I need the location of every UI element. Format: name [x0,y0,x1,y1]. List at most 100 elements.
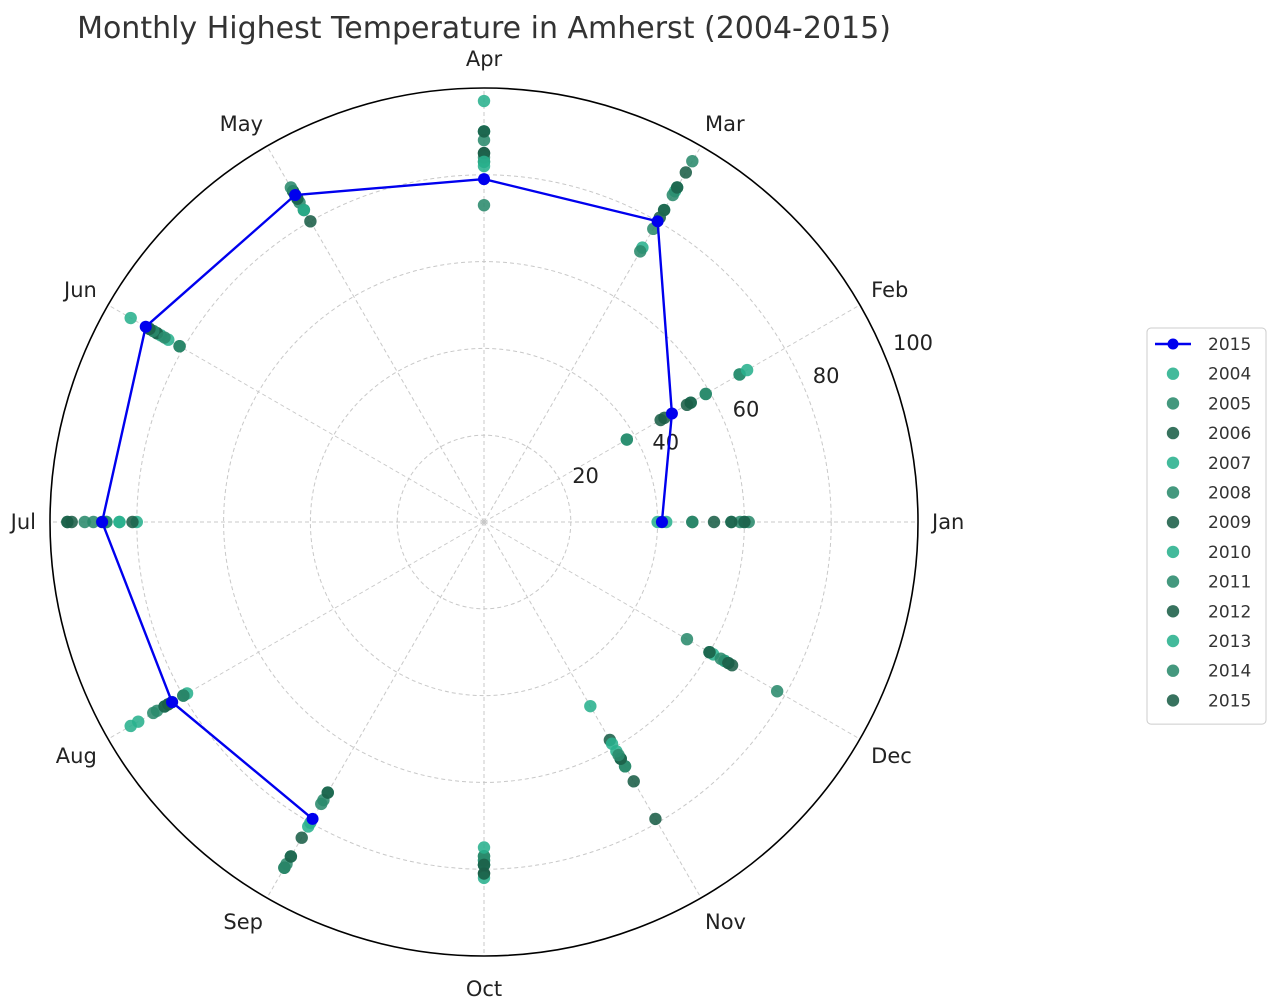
point-2015-sep [284,850,298,863]
point-2008-jun [173,340,186,353]
legend-label-2006: 2006 [1208,424,1251,444]
legend-marker-2005 [1166,397,1180,410]
point-2006-nov [627,775,640,788]
radial-tick-label-60: 60 [733,397,760,421]
legend-marker-2015 [1166,694,1180,707]
point-2015-dec [703,646,716,659]
legend: 2015 2004 2005 2006 2007 2008 2009 2010 2011 2012… [1146,327,1267,725]
month-label-mar: Mar [705,112,745,136]
point-2008-mar [634,245,647,258]
line-marker-2015-aug [166,696,179,709]
point-2008-jan [686,515,699,529]
point-2014-feb [699,387,712,401]
legend-label-2007: 2007 [1208,454,1251,474]
point-2013-jul [113,515,126,529]
legend-marker-2007 [1166,456,1180,469]
point-2013-apr [477,155,491,168]
point-2013-jun [124,311,137,325]
legend-label-2015: 2015 [1208,691,1251,711]
point-2012-mar [679,166,693,179]
scatter-points [61,94,784,885]
month-label-oct: Oct [466,977,502,1001]
month-label-apr: Apr [466,47,503,71]
legend-label-2011: 2011 [1208,573,1251,593]
point-2013-oct [477,841,491,854]
month-label-dec: Dec [871,744,912,768]
point-2006-may [304,215,317,228]
legend-label-2004: 2004 [1208,365,1251,385]
legend-label-2009: 2009 [1208,513,1251,533]
legend-box [1146,327,1267,725]
point-2014-dec [680,632,694,646]
angular-gridline-may [266,145,485,523]
point-2011-jun [158,331,171,344]
polar-frame [49,87,919,957]
radial-tick-labels: 20 40 60 80 100 [572,331,933,488]
point-2009-jan [707,515,721,529]
point-2014-sep [278,861,291,874]
legend-marker-2011 [1166,575,1180,588]
line-marker-2015-feb [665,407,678,420]
point-2015-mar [670,181,684,194]
point-2015-feb [680,398,694,412]
point-2012-feb [654,413,667,427]
point-2012-apr [477,146,491,160]
month-label-feb: Feb [871,278,908,302]
point-2004-apr [477,94,491,108]
point-2009-sep [295,831,308,844]
radial-tick-label-40: 40 [652,431,679,455]
angular-gridline-mar [483,145,702,523]
line-marker-2015-jun [139,320,152,333]
chart-title: Monthly Highest Temperature in Amherst (… [77,11,891,46]
legend-marker-2006 [1166,426,1180,440]
point-2013-feb [740,363,754,377]
point-2008-apr [477,198,491,212]
point-2015-apr [477,125,491,138]
radial-tick-label-80: 80 [813,364,840,388]
legend-marker-2010 [1166,545,1180,559]
angular-gridline-dec [483,521,861,740]
radial-tick-label-100: 100 [893,331,933,355]
radial-gridline-80 [136,174,832,870]
point-2015-oct [477,858,491,872]
legend-label-line-2015: 2015 [1208,335,1251,355]
month-label-sep: Sep [223,910,263,934]
line-2015 [100,177,674,820]
series-2015-line [96,173,678,825]
point-2008-sep [315,797,328,811]
line-marker-2015-may [289,189,302,202]
legend-marker-2008 [1166,486,1180,499]
month-label-jul: Jul [9,510,36,534]
point-2015-nov [649,812,662,826]
point-2012-oct [477,867,491,880]
point-2009-mar [657,203,671,217]
point-2014-nov [612,748,625,762]
legend-marker-2013 [1166,634,1180,648]
line-marker-2015-apr [478,173,490,186]
month-label-jan: Jan [930,510,964,534]
month-label-aug: Aug [56,744,97,768]
month-label-nov: Nov [705,910,746,934]
point-2012-dec [722,656,735,670]
point-2007-nov [584,699,597,713]
legend-marker-2012 [1166,605,1180,618]
point-2014-mar [686,154,699,168]
point-2012-jan [725,515,738,529]
angular-gridline-aug [107,521,485,740]
point-2006-sep [321,786,334,799]
month-label-jun: Jun [62,278,97,302]
legend-label-2014: 2014 [1208,662,1251,682]
point-2008-dec [770,685,784,698]
angular-gridline-jun [107,304,485,523]
legend-marker-2009 [1166,516,1180,529]
line-marker-2015-jul [96,516,109,528]
legend-marker-2014 [1166,664,1180,677]
point-2014-aug [147,706,160,720]
legend-label-2012: 2012 [1208,602,1251,622]
polar-grid [49,87,919,957]
legend-label-2005: 2005 [1208,394,1251,414]
angular-gridline-sep [266,521,485,899]
point-2014-jul [87,515,100,529]
legend-label-2010: 2010 [1208,543,1251,563]
